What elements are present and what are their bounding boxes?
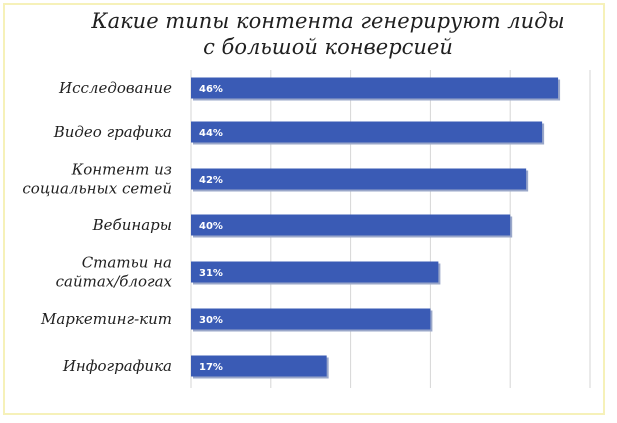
- bar-value-label-6: 30%: [199, 315, 223, 326]
- category-label-5-line-1: Статьи на: [82, 254, 172, 272]
- bar-3: [191, 168, 527, 190]
- bar-7: [191, 355, 327, 377]
- bar-value-label-2: 44%: [199, 128, 223, 139]
- bar-value-label-5: 31%: [199, 268, 223, 279]
- bar-value-label-3: 42%: [199, 175, 223, 186]
- category-label-3-line-2: социальных сетей: [22, 180, 172, 198]
- bar-5: [191, 261, 439, 283]
- bar-value-label-4: 40%: [199, 221, 223, 232]
- category-label-2: Видео графика: [53, 123, 172, 141]
- bar-2: [191, 121, 543, 143]
- category-label-1: Исследование: [58, 79, 172, 97]
- chart-frame: [3, 3, 605, 415]
- category-label-7: Инфографика: [62, 357, 172, 375]
- category-label-5-line-2: сайтах/блогах: [56, 273, 173, 291]
- bar-1: [191, 77, 559, 99]
- bar-4: [191, 214, 511, 236]
- category-label-4: Вебинары: [92, 216, 172, 234]
- category-label-3-line-1: Контент из: [71, 161, 172, 179]
- category-label-6: Маркетинг-кит: [40, 310, 172, 328]
- bar-value-label-1: 46%: [199, 84, 223, 95]
- chart-title-line-2: с большой конверсией: [203, 35, 453, 59]
- bar-6: [191, 308, 431, 330]
- bar-value-label-7: 17%: [199, 362, 223, 373]
- chart-title-line-1: Какие типы контента генерируют лиды: [90, 9, 564, 33]
